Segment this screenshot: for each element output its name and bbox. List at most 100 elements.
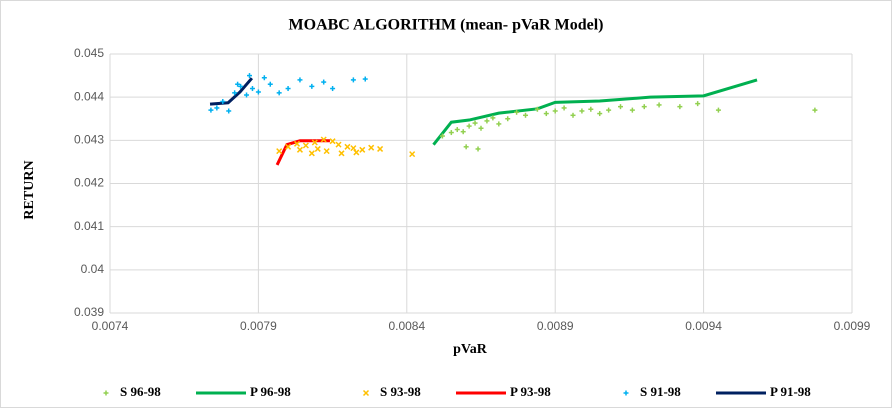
point-stroke: [344, 143, 351, 150]
point-stroke: [314, 145, 321, 152]
point: [296, 146, 303, 153]
point-stroke: [335, 141, 342, 148]
legend-label: S 91-98: [640, 384, 681, 399]
point: [359, 146, 366, 153]
legend-marker-stroke: [362, 389, 370, 397]
point: [235, 81, 241, 87]
point: [335, 141, 342, 148]
point: [715, 107, 721, 113]
point: [377, 145, 384, 152]
point: [323, 148, 330, 155]
point: [244, 92, 250, 98]
y-tick-label: 0.042: [74, 176, 104, 190]
point-stroke: [329, 138, 336, 145]
point-stroke: [409, 151, 416, 158]
y-tick-label: 0.044: [74, 89, 104, 103]
point-stroke: [276, 148, 283, 155]
point-stroke: [320, 136, 327, 143]
y-tick-label: 0.039: [74, 305, 104, 319]
point: [232, 90, 238, 96]
point: [454, 127, 460, 133]
point-stroke: [377, 145, 384, 152]
point: [297, 77, 303, 83]
point-stroke: [285, 143, 292, 150]
point-stroke: [293, 140, 301, 147]
point: [490, 115, 496, 121]
point: [214, 105, 220, 111]
point: [552, 108, 558, 114]
series-line: [432, 78, 758, 146]
point-stroke: [311, 139, 318, 146]
point: [460, 129, 466, 135]
point: [570, 112, 576, 118]
point: [641, 104, 647, 110]
point: [285, 143, 292, 150]
point: [514, 109, 520, 115]
point: [478, 125, 484, 131]
point: [523, 112, 529, 118]
x-tick-label: 0.0084: [388, 319, 425, 333]
point: [656, 102, 662, 108]
point: [320, 136, 327, 143]
point: [314, 145, 321, 152]
point: [276, 148, 283, 155]
point: [695, 101, 701, 107]
point: [350, 145, 357, 152]
point: [220, 98, 226, 104]
legend-marker: [623, 390, 629, 396]
x-tick-label: 0.0079: [240, 319, 277, 333]
point-stroke: [368, 144, 375, 151]
point: [249, 86, 255, 92]
point: [534, 106, 540, 112]
legend-label: P 91-98: [770, 384, 811, 399]
y-axis-label: RETURN: [22, 160, 37, 219]
x-tick-label: 0.0094: [685, 319, 722, 333]
x-tick-label: 0.0089: [537, 319, 574, 333]
point-stroke: [302, 142, 309, 149]
point: [311, 139, 318, 146]
point-stroke: [353, 149, 360, 156]
point: [329, 138, 336, 145]
x-tick-label: 0.0099: [834, 319, 871, 333]
point: [505, 116, 511, 122]
point: [309, 83, 315, 89]
point: [226, 108, 232, 114]
point: [321, 79, 327, 85]
point: [344, 143, 351, 150]
legend-marker: [362, 389, 370, 397]
point: [606, 107, 612, 113]
point: [368, 144, 375, 151]
point: [561, 105, 567, 111]
y-tick-label: 0.041: [74, 219, 104, 233]
series-line: [275, 139, 330, 166]
y-tick-label: 0.045: [74, 46, 104, 60]
legend-label: P 93-98: [510, 384, 551, 399]
x-axis-label: pVaR: [453, 342, 488, 357]
point-stroke: [308, 150, 315, 157]
point: [543, 111, 549, 117]
point: [338, 150, 345, 157]
point: [629, 107, 635, 113]
legend-marker: [103, 390, 109, 396]
point: [496, 121, 502, 127]
point-stroke: [296, 146, 303, 153]
point: [302, 142, 309, 149]
point: [246, 73, 252, 79]
point-stroke: [350, 145, 357, 152]
legend-label: P 96-98: [250, 384, 291, 399]
y-tick-label: 0.043: [74, 133, 104, 147]
point: [409, 151, 416, 158]
point: [588, 106, 594, 112]
legend-label: S 93-98: [380, 384, 421, 399]
series-line: [209, 77, 254, 106]
point-stroke: [323, 148, 330, 155]
point: [472, 120, 478, 126]
point: [353, 149, 360, 156]
point: [208, 107, 214, 113]
point: [597, 111, 603, 117]
point: [812, 107, 818, 113]
point: [293, 140, 301, 147]
x-tick-label: 0.0074: [92, 319, 129, 333]
